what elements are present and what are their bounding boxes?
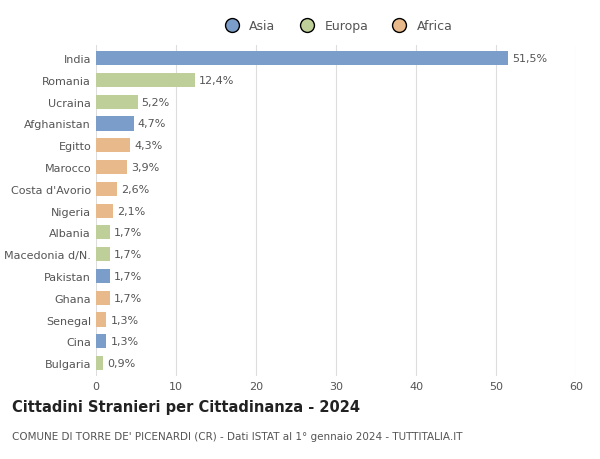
Bar (96, 247, 110, 262)
Bar (96, 356, 103, 370)
Text: 4,7%: 4,7% (137, 119, 166, 129)
Legend: Asia, Europa, Africa: Asia, Europa, Africa (219, 20, 453, 33)
Text: 1,7%: 1,7% (113, 293, 142, 303)
Text: 2,1%: 2,1% (117, 206, 145, 216)
Text: 1,7%: 1,7% (113, 250, 142, 260)
Text: COMUNE DI TORRE DE' PICENARDI (CR) - Dati ISTAT al 1° gennaio 2024 - TUTTITALIA.: COMUNE DI TORRE DE' PICENARDI (CR) - Dat… (12, 431, 463, 442)
Bar (96, 182, 117, 196)
Bar (96, 117, 134, 131)
Bar (96, 204, 113, 218)
Text: 5,2%: 5,2% (142, 97, 170, 107)
Text: 1,3%: 1,3% (110, 315, 139, 325)
Text: 1,3%: 1,3% (110, 336, 139, 347)
Text: 2,6%: 2,6% (121, 185, 149, 195)
Bar (96, 139, 130, 153)
Text: Cittadini Stranieri per Cittadinanza - 2024: Cittadini Stranieri per Cittadinanza - 2… (12, 399, 360, 414)
Bar (96, 291, 110, 305)
Text: 1,7%: 1,7% (113, 228, 142, 238)
Text: 3,9%: 3,9% (131, 162, 160, 173)
Text: 12,4%: 12,4% (199, 76, 235, 86)
Bar (96, 313, 106, 327)
Text: 51,5%: 51,5% (512, 54, 547, 64)
Bar (96, 335, 106, 349)
Bar (96, 52, 508, 66)
Bar (96, 73, 195, 88)
Bar (96, 226, 110, 240)
Bar (96, 161, 127, 175)
Text: 4,3%: 4,3% (134, 141, 163, 151)
Bar (96, 269, 110, 284)
Text: 0,9%: 0,9% (107, 358, 136, 368)
Text: 1,7%: 1,7% (113, 271, 142, 281)
Bar (96, 95, 137, 110)
